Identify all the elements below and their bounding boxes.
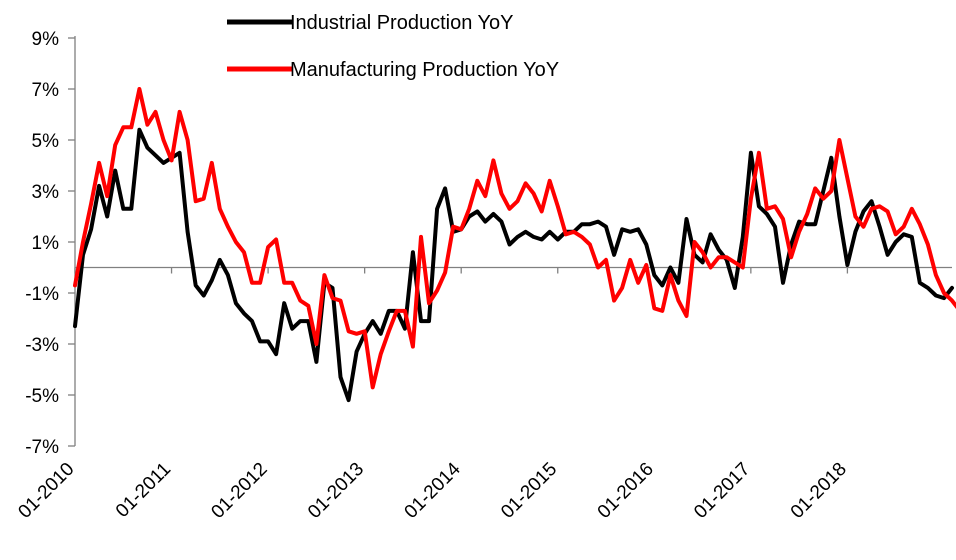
series-line-industrial [73, 127, 954, 403]
legend-label-industrial: Industrial Production YoY [290, 12, 514, 34]
legend-label-manufacturing: Manufacturing Production YoY [290, 59, 559, 81]
x-tick-label: 01-2018 [787, 459, 851, 523]
series-line-manufacturing [73, 87, 956, 390]
y-tick-label: 7% [32, 80, 60, 101]
x-tick-label: 01-2016 [594, 459, 658, 523]
y-tick-label: -1% [25, 284, 59, 305]
y-tick-label: 5% [32, 131, 60, 152]
x-tick-label: 01-2014 [401, 458, 465, 522]
y-tick-label: 3% [32, 182, 60, 203]
y-tick-label: 9% [32, 29, 60, 50]
x-tick-label: 01-2013 [304, 459, 368, 523]
x-tick-label: 01-2010 [14, 459, 78, 523]
x-tick-label: 01-2015 [497, 459, 561, 523]
y-tick-label: -5% [25, 386, 59, 407]
x-axis: 01-2010 01-2011 01-2012 01-2013 01-2014 01-20… [14, 266, 952, 523]
x-tick-label: 01-2012 [207, 459, 271, 523]
y-tick-label: -3% [25, 335, 59, 356]
x-tick-label: 01-2011 [112, 459, 175, 522]
y-tick-label: -7% [25, 437, 59, 458]
y-axis: 9% 7% 5% 3% 1% -1% -3% -5% -7% [25, 29, 76, 458]
legend: Industrial Production YoY Manufacturing … [227, 12, 559, 81]
series-layer [73, 87, 956, 403]
x-tick-label: 01-2017 [690, 459, 754, 523]
y-tick-label: 1% [32, 233, 60, 254]
